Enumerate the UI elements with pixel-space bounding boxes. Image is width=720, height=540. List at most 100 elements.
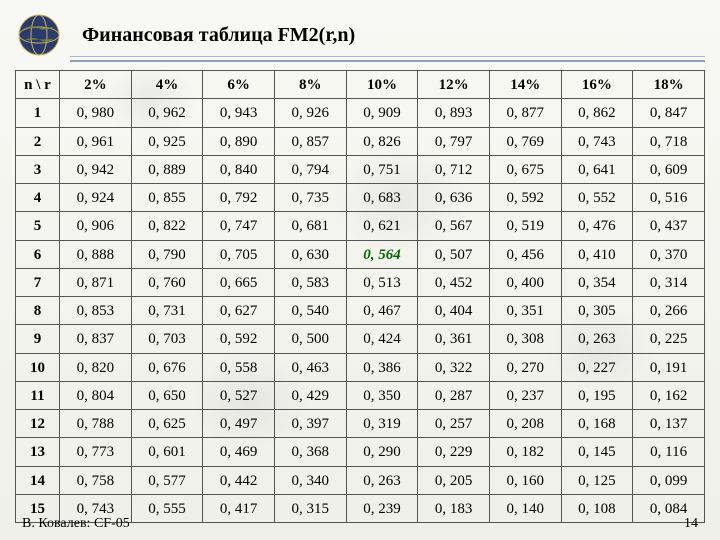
cell: 0, 410 (561, 240, 633, 268)
cell: 0, 116 (633, 438, 705, 466)
cell: 0, 452 (418, 268, 490, 296)
cell: 0, 195 (561, 381, 633, 409)
cell: 0, 463 (274, 353, 346, 381)
cell: 0, 630 (274, 240, 346, 268)
table-row: 100, 8200, 6760, 5580, 4630, 3860, 3220,… (16, 353, 705, 381)
page-title: Финансовая таблица FM2(r,n) (82, 24, 355, 47)
cell: 0, 555 (131, 494, 203, 522)
cell: 0, 683 (346, 184, 418, 212)
row-index: 2 (16, 127, 60, 155)
cell: 0, 182 (489, 438, 561, 466)
page-number: 14 (684, 516, 698, 532)
cell: 0, 229 (418, 438, 490, 466)
cell: 0, 609 (633, 155, 705, 183)
table-row: 30, 9420, 8890, 8400, 7940, 7510, 7120, … (16, 155, 705, 183)
cell: 0, 290 (346, 438, 418, 466)
corner-cell: n \ r (16, 71, 60, 99)
cell: 0, 592 (203, 325, 275, 353)
cell: 0, 676 (131, 353, 203, 381)
cell: 0, 397 (274, 410, 346, 438)
cell: 0, 162 (633, 381, 705, 409)
cell: 0, 437 (633, 212, 705, 240)
cell: 0, 497 (203, 410, 275, 438)
row-index: 14 (16, 466, 60, 494)
cell: 0, 564 (346, 240, 418, 268)
title-block: Финансовая таблица FM2(r,n) (0, 0, 720, 64)
cell: 0, 747 (203, 212, 275, 240)
cell: 0, 820 (60, 353, 132, 381)
table-row: 130, 7730, 6010, 4690, 3680, 2900, 2290,… (16, 438, 705, 466)
cell: 0, 943 (203, 99, 275, 127)
cell: 0, 890 (203, 127, 275, 155)
cell: 0, 893 (418, 99, 490, 127)
cell: 0, 703 (131, 325, 203, 353)
table-row: 90, 8370, 7030, 5920, 5000, 4240, 3610, … (16, 325, 705, 353)
cell: 0, 476 (561, 212, 633, 240)
col-header: 10% (346, 71, 418, 99)
cell: 0, 319 (346, 410, 418, 438)
cell: 0, 140 (489, 494, 561, 522)
cell: 0, 552 (561, 184, 633, 212)
cell: 0, 386 (346, 353, 418, 381)
cell: 0, 424 (346, 325, 418, 353)
cell: 0, 804 (60, 381, 132, 409)
cell: 0, 308 (489, 325, 561, 353)
cell: 0, 924 (60, 184, 132, 212)
title-divider (70, 56, 705, 62)
row-index: 8 (16, 297, 60, 325)
row-index: 10 (16, 353, 60, 381)
cell: 0, 962 (131, 99, 203, 127)
col-header: 18% (633, 71, 705, 99)
cell: 0, 108 (561, 494, 633, 522)
cell: 0, 540 (274, 297, 346, 325)
cell: 0, 855 (131, 184, 203, 212)
cell: 0, 257 (418, 410, 490, 438)
col-header: 8% (274, 71, 346, 99)
cell: 0, 769 (489, 127, 561, 155)
cell: 0, 625 (131, 410, 203, 438)
cell: 0, 751 (346, 155, 418, 183)
cell: 0, 909 (346, 99, 418, 127)
cell: 0, 636 (418, 184, 490, 212)
cell: 0, 847 (633, 99, 705, 127)
table-row: 20, 9610, 9250, 8900, 8570, 8260, 7970, … (16, 127, 705, 155)
cell: 0, 429 (274, 381, 346, 409)
cell: 0, 621 (346, 212, 418, 240)
table-row: 40, 9240, 8550, 7920, 7350, 6830, 6360, … (16, 184, 705, 212)
row-index: 5 (16, 212, 60, 240)
cell: 0, 627 (203, 297, 275, 325)
cell: 0, 225 (633, 325, 705, 353)
cell: 0, 263 (561, 325, 633, 353)
cell: 0, 601 (131, 438, 203, 466)
cell: 0, 592 (489, 184, 561, 212)
table-body: 10, 9800, 9620, 9430, 9260, 9090, 8930, … (16, 99, 705, 523)
cell: 0, 735 (274, 184, 346, 212)
cell: 0, 370 (633, 240, 705, 268)
cell: 0, 837 (60, 325, 132, 353)
cell: 0, 270 (489, 353, 561, 381)
slide: Финансовая таблица FM2(r,n) n \ r 2% 4% … (0, 0, 720, 540)
cell: 0, 351 (489, 297, 561, 325)
cell: 0, 877 (489, 99, 561, 127)
cell: 0, 361 (418, 325, 490, 353)
cell: 0, 731 (131, 297, 203, 325)
cell: 0, 237 (489, 381, 561, 409)
cell: 0, 099 (633, 466, 705, 494)
cell: 0, 183 (418, 494, 490, 522)
cell: 0, 792 (203, 184, 275, 212)
cell: 0, 794 (274, 155, 346, 183)
row-index: 9 (16, 325, 60, 353)
cell: 0, 125 (561, 466, 633, 494)
cell: 0, 577 (131, 466, 203, 494)
cell: 0, 168 (561, 410, 633, 438)
cell: 0, 456 (489, 240, 561, 268)
globe-icon (18, 14, 60, 56)
cell: 0, 227 (561, 353, 633, 381)
cell: 0, 519 (489, 212, 561, 240)
table-row: 60, 8880, 7900, 7050, 6300, 5640, 5070, … (16, 240, 705, 268)
cell: 0, 758 (60, 466, 132, 494)
cell: 0, 797 (418, 127, 490, 155)
table-row: 10, 9800, 9620, 9430, 9260, 9090, 8930, … (16, 99, 705, 127)
cell: 0, 712 (418, 155, 490, 183)
cell: 0, 354 (561, 268, 633, 296)
